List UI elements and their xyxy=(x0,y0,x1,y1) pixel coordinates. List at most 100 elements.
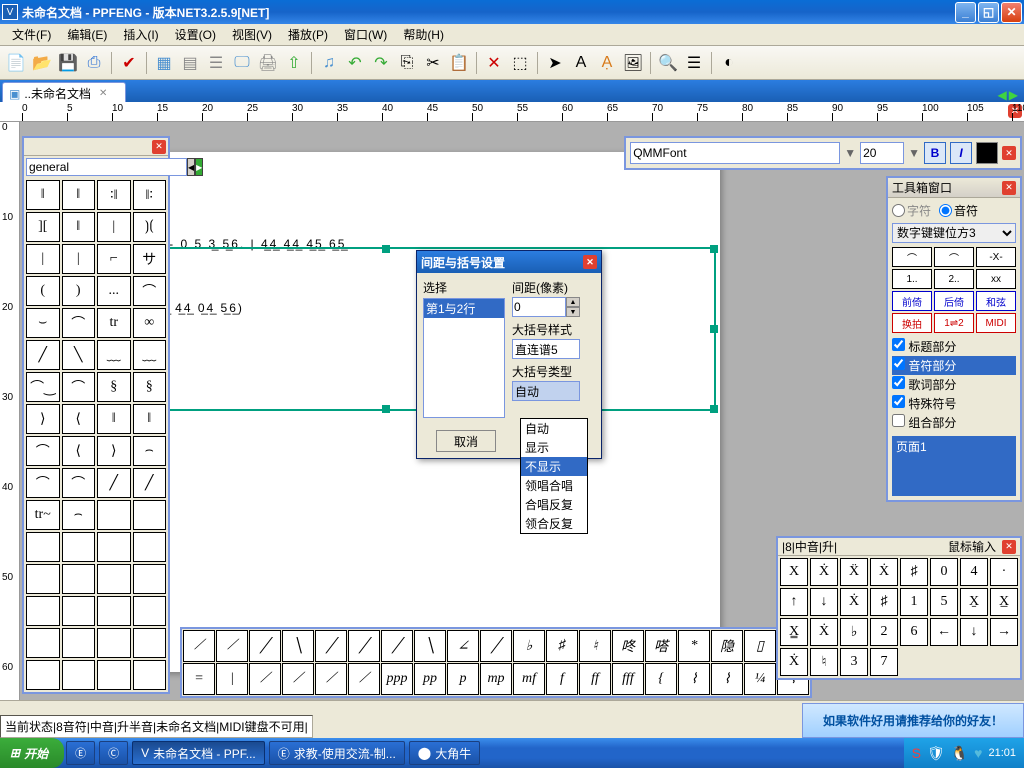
palette-cell[interactable]: ‖ xyxy=(133,404,167,434)
music-icon[interactable]: ♫ xyxy=(317,51,341,75)
palette-cell[interactable]: ⌢ xyxy=(133,436,167,466)
palette-cell[interactable]: § xyxy=(97,372,131,402)
edit-text-icon[interactable]: Ạ xyxy=(595,51,619,75)
mouse-cell[interactable]: X̳ xyxy=(780,618,808,646)
palette-close-icon[interactable]: ✕ xyxy=(152,140,166,154)
task-item-2[interactable]: Ⓔ求教-使用交流-制... xyxy=(269,741,405,765)
tray-icon[interactable]: 🛡 xyxy=(927,745,945,762)
symbol-cell[interactable]: ╱ xyxy=(348,630,380,662)
palette-cell[interactable] xyxy=(133,660,167,690)
symbol-cell[interactable]: ⟋ xyxy=(183,630,215,662)
palette-cell[interactable]: ‖ xyxy=(62,180,96,210)
toolbox-cell[interactable]: MIDI xyxy=(976,313,1016,333)
spacing-input[interactable] xyxy=(512,297,566,317)
palette-cell[interactable]: ‖∶ xyxy=(133,180,167,210)
symbol-cell[interactable]: ╲ xyxy=(282,630,314,662)
start-button[interactable]: ⊞ 开始 xyxy=(0,738,64,768)
symbol-cell[interactable]: | xyxy=(216,663,248,695)
symbol-cell[interactable]: p xyxy=(447,663,479,695)
palette-cell[interactable]: ‖ xyxy=(97,404,131,434)
palette-cell[interactable] xyxy=(62,628,96,658)
mouse-cell[interactable]: Ẋ xyxy=(810,558,838,586)
palette-cell[interactable]: ‖ xyxy=(62,212,96,242)
toolbox-cell[interactable]: ⌒ xyxy=(892,247,932,267)
palette-cell[interactable]: ╱ xyxy=(26,340,60,370)
toolbox-cell[interactable]: 换拍 xyxy=(892,313,932,333)
mouse-cell[interactable]: ← xyxy=(930,618,958,646)
palette-prev-icon[interactable]: ◀ xyxy=(187,158,195,176)
text-icon[interactable]: A xyxy=(569,51,593,75)
undo-icon[interactable]: ↶ xyxy=(343,51,367,75)
menu-item[interactable]: 帮助(H) xyxy=(395,24,452,45)
palette-cell[interactable] xyxy=(133,628,167,658)
lines-icon[interactable]: ☰ xyxy=(682,51,706,75)
saveall-icon[interactable]: ⎙ xyxy=(82,51,106,75)
palette-next-icon[interactable]: ▶ xyxy=(195,158,203,176)
symbol-cell[interactable]: ⟋ xyxy=(216,630,248,662)
palette-cell[interactable]: ⌐ xyxy=(97,244,131,274)
color-swatch[interactable] xyxy=(976,142,998,164)
dropdown-option[interactable]: 领合反复 xyxy=(521,514,587,533)
palette-cell[interactable]: ⟩ xyxy=(26,404,60,434)
screen-icon[interactable]: 🖵 xyxy=(230,51,254,75)
spin-down-icon[interactable]: ▼ xyxy=(566,307,580,317)
symbol-cell[interactable]: ♮ xyxy=(579,630,611,662)
palette-cell[interactable]: | xyxy=(26,244,60,274)
task-item-1[interactable]: V未命名文档 - PPF... xyxy=(132,741,265,765)
palette-cell[interactable]: サ xyxy=(133,244,167,274)
palette-cell[interactable] xyxy=(97,532,131,562)
menu-item[interactable]: 文件(F) xyxy=(4,24,59,45)
symbol-cell[interactable]: * xyxy=(678,630,710,662)
copy-icon[interactable]: ⎘ xyxy=(395,51,419,75)
palette-cell[interactable] xyxy=(97,500,131,530)
toolbox-cell[interactable]: 后倚 xyxy=(934,291,974,311)
palette-cell[interactable]: ⟨ xyxy=(62,436,96,466)
toolbox-check[interactable]: 组合部分 xyxy=(892,413,1016,432)
mouse-cell[interactable]: ♭ xyxy=(840,618,868,646)
mouse-cell[interactable]: → xyxy=(990,618,1018,646)
spin-up-icon[interactable]: ▲ xyxy=(566,297,580,307)
font-close-icon[interactable]: ✕ xyxy=(1002,146,1016,160)
italic-button[interactable]: I xyxy=(950,142,972,164)
palette-cell[interactable]: | xyxy=(62,244,96,274)
check-icon[interactable]: ✔ xyxy=(117,51,141,75)
maximize-button[interactable]: ◱ xyxy=(978,2,999,23)
palette-cell[interactable]: ][ xyxy=(26,212,60,242)
palette-cell[interactable] xyxy=(62,532,96,562)
mouse-cell[interactable]: ↓ xyxy=(960,618,988,646)
mouse-cell[interactable]: X xyxy=(780,558,808,586)
symbol-cell[interactable]: ⌇ xyxy=(711,663,743,695)
menu-item[interactable]: 窗口(W) xyxy=(336,24,395,45)
dropdown-option[interactable]: 自动 xyxy=(521,419,587,438)
palette-cell[interactable] xyxy=(26,564,60,594)
toolbox-cell[interactable]: 1⇌2 xyxy=(934,313,974,333)
palette-cell[interactable]: ⌒ xyxy=(26,468,60,498)
symbol-cell[interactable]: ╱ xyxy=(381,630,413,662)
palette-cell[interactable]: ⌒‿ xyxy=(26,372,60,402)
dropdown-option[interactable]: 不显示 xyxy=(521,457,587,476)
page-list[interactable]: 页面1 xyxy=(892,436,1016,496)
palette-cell[interactable]: ⟩ xyxy=(97,436,131,466)
mouse-cell[interactable]: ♮ xyxy=(810,648,838,676)
symbol-cell[interactable]: ♯ xyxy=(546,630,578,662)
cancel-button[interactable]: 取消 xyxy=(436,430,496,452)
tab-prev-icon[interactable]: ◀ xyxy=(998,88,1007,102)
type-dropdown[interactable]: 自动显示不显示领唱合唱合唱反复领合反复 xyxy=(520,418,588,534)
page-icon[interactable]: ▤ xyxy=(178,51,202,75)
palette-cell[interactable]: ⌒ xyxy=(62,308,96,338)
palette-cell[interactable]: ╱ xyxy=(133,468,167,498)
toolbox-combo[interactable]: 数字键键位方3 xyxy=(892,223,1016,243)
style-combo[interactable] xyxy=(512,339,580,359)
symbol-cell[interactable]: ╱ xyxy=(480,630,512,662)
palette-cell[interactable]: ∶‖ xyxy=(97,180,131,210)
dropdown-option[interactable]: 显示 xyxy=(521,438,587,457)
task-quick-1[interactable]: Ⓔ xyxy=(66,741,95,765)
mouse-cell[interactable]: Ẋ xyxy=(840,588,868,616)
dropdown-option[interactable]: 合唱反复 xyxy=(521,495,587,514)
zoom-icon[interactable]: 🔍 xyxy=(656,51,680,75)
toolbox-check[interactable]: 音符部分 xyxy=(892,356,1016,375)
tray-icon[interactable]: ♥ xyxy=(974,745,982,761)
toolbox-check[interactable]: 特殊符号 xyxy=(892,394,1016,413)
palette-cell[interactable] xyxy=(62,564,96,594)
symbol-cell[interactable]: mp xyxy=(480,663,512,695)
